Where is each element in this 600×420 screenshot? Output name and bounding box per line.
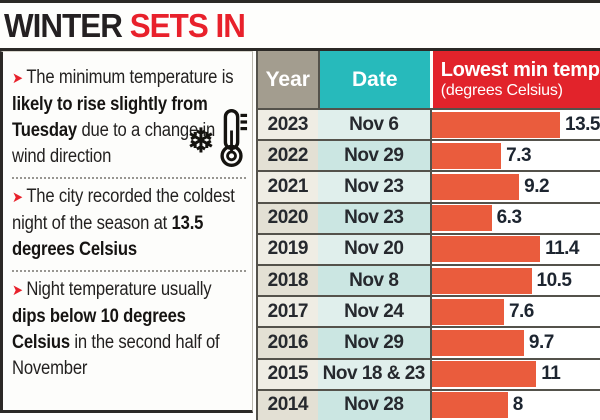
date-cell: Nov 23 bbox=[317, 203, 430, 233]
table-row: 2017 Nov 24 7.6 bbox=[255, 295, 600, 327]
bullet-1-post: due to a change in wind direction bbox=[12, 120, 216, 167]
temp-value: 8 bbox=[512, 394, 524, 416]
bullet-2-bold: 13.5 degrees Celsius bbox=[12, 213, 204, 260]
table-row: 2022 Nov 29 7.3 bbox=[255, 139, 600, 171]
table-row: 2015 Nov 18 & 23 11 bbox=[255, 357, 600, 389]
header-date: Date bbox=[317, 51, 430, 108]
bullet-2: ➤ The city recorded the coldest night of … bbox=[12, 181, 246, 269]
bullet-3-bold: dips below 10 degrees Celsius bbox=[12, 306, 186, 353]
table-row: 2014 Nov 28 8 bbox=[255, 388, 600, 420]
year-cell: 2023 bbox=[255, 110, 318, 140]
date-cell: Nov 29 bbox=[317, 141, 430, 171]
table-row: 2021 Nov 23 9.2 bbox=[255, 170, 600, 202]
header-year: Year bbox=[255, 51, 318, 108]
temp-bar bbox=[431, 267, 532, 294]
temp-bar bbox=[431, 298, 504, 325]
weather-icon-group: ❄ bbox=[172, 104, 248, 176]
temp-value: 11 bbox=[541, 363, 561, 385]
page-title: WINTER SETS IN bbox=[0, 3, 600, 48]
date-cell: Nov 8 bbox=[317, 265, 430, 296]
temp-value: 9.7 bbox=[528, 331, 554, 353]
temp-cell: 9.7 bbox=[429, 328, 600, 358]
year-cell: 2019 bbox=[255, 234, 318, 264]
temp-value: 9.2 bbox=[524, 175, 550, 197]
date-cell: Nov 20 bbox=[317, 234, 430, 264]
commentary-panel: ➤ The minimum temperature is likely to ri… bbox=[0, 51, 253, 413]
header-temp-line2: (degrees Celsius) bbox=[440, 82, 563, 99]
temp-bar bbox=[431, 392, 508, 419]
temp-bar bbox=[431, 205, 492, 232]
table-header-row: Year Date Lowest min temp (degrees Celsi… bbox=[255, 51, 600, 108]
table-row: 2020 Nov 23 6.3 bbox=[255, 201, 600, 233]
temp-cell: 9.2 bbox=[429, 172, 600, 202]
bullet-3-post: in the second half of November bbox=[12, 332, 220, 379]
temp-bar bbox=[431, 329, 524, 356]
year-cell: 2020 bbox=[255, 203, 318, 233]
bullet-arrow-icon: ➤ bbox=[12, 189, 23, 206]
bullet-1-bold: likely to rise slightly from Tuesday bbox=[12, 94, 208, 141]
temp-value: 10.5 bbox=[536, 269, 572, 291]
temp-cell: 13.5 bbox=[429, 110, 600, 140]
bullet-2-pre: The city recorded the coldest night of t… bbox=[12, 186, 235, 234]
dotted-divider bbox=[12, 177, 246, 179]
year-cell: 2018 bbox=[255, 265, 318, 296]
header-lowest-min-temp: Lowest min temp (degrees Celsius) bbox=[429, 51, 600, 108]
temp-cell: 11 bbox=[429, 359, 600, 389]
dotted-divider bbox=[12, 270, 246, 272]
table-row: 2019 Nov 20 11.4 bbox=[255, 232, 600, 264]
temp-cell: 8 bbox=[429, 390, 600, 420]
snowflake-icon: ❄ bbox=[187, 121, 215, 159]
temperature-table: Year Date Lowest min temp (degrees Celsi… bbox=[255, 51, 600, 420]
content-area: ➤ The minimum temperature is likely to ri… bbox=[0, 51, 600, 420]
temp-value: 7.3 bbox=[506, 144, 532, 166]
date-cell: Nov 24 bbox=[317, 297, 430, 327]
table-row: 2023 Nov 6 13.5 bbox=[255, 108, 600, 140]
title-word-red: SETS IN bbox=[129, 6, 246, 44]
bullet-arrow-icon: ➤ bbox=[12, 70, 23, 87]
date-cell: Nov 6 bbox=[317, 110, 430, 140]
temp-bar bbox=[431, 173, 520, 200]
date-cell: Nov 28 bbox=[317, 390, 430, 420]
temp-value: 7.6 bbox=[508, 300, 534, 322]
year-cell: 2022 bbox=[255, 141, 318, 171]
header-temp-line1: Lowest min temp bbox=[440, 59, 600, 81]
temp-value: 11.4 bbox=[545, 238, 579, 260]
temp-value: 13.5 bbox=[565, 113, 600, 135]
temp-bar bbox=[431, 111, 561, 138]
table-row: 2016 Nov 29 9.7 bbox=[255, 326, 600, 358]
thermometer-icon bbox=[216, 107, 248, 174]
temp-cell: 11.4 bbox=[429, 234, 600, 264]
bullet-3-pre: Night temperature usually bbox=[26, 279, 212, 300]
bullet-arrow-icon: ➤ bbox=[12, 282, 23, 299]
bullet-3: ➤ Night temperature usually dips below 10… bbox=[12, 274, 246, 388]
year-cell: 2017 bbox=[255, 297, 318, 327]
temp-bar bbox=[431, 361, 537, 388]
title-rule bbox=[0, 48, 600, 51]
temp-bar bbox=[431, 142, 502, 169]
date-cell: Nov 23 bbox=[317, 172, 430, 202]
temp-cell: 7.3 bbox=[429, 141, 600, 171]
date-cell: Nov 29 bbox=[317, 328, 430, 358]
bullet-1: ➤ The minimum temperature is likely to ri… bbox=[12, 62, 246, 176]
temp-cell: 7.6 bbox=[429, 297, 600, 327]
title-word-black: WINTER bbox=[4, 6, 130, 44]
table-body: 2023 Nov 6 13.5 2022 Nov 29 7.3 2021 Nov… bbox=[255, 108, 600, 420]
temp-bar bbox=[431, 236, 541, 263]
bullet-1-pre: The minimum temperature is bbox=[26, 67, 234, 88]
year-cell: 2016 bbox=[255, 328, 318, 358]
year-cell: 2021 bbox=[255, 172, 318, 202]
temp-cell: 10.5 bbox=[429, 265, 600, 296]
year-cell: 2014 bbox=[255, 390, 318, 420]
temp-value: 6.3 bbox=[496, 207, 522, 229]
table-row: 2018 Nov 8 10.5 bbox=[255, 263, 600, 296]
year-cell: 2015 bbox=[255, 359, 318, 389]
temp-cell: 6.3 bbox=[429, 203, 600, 233]
top-border bbox=[0, 0, 600, 3]
date-cell: Nov 18 & 23 bbox=[317, 359, 430, 389]
